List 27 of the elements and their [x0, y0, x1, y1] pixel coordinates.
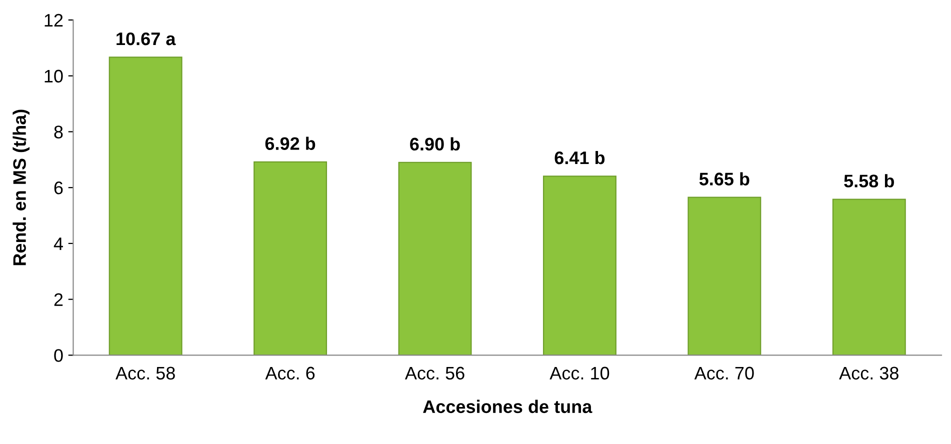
bar — [832, 198, 906, 356]
y-tick-label: 12 — [44, 14, 63, 27]
x-tick-label: Acc. 58 — [116, 366, 175, 380]
data-label: 6.90 b — [410, 137, 460, 151]
data-label: 6.41 b — [554, 150, 605, 164]
x-axis-title: Accesiones de tuna — [423, 400, 592, 414]
data-label: 10.67 a — [116, 32, 176, 46]
y-tick-label: 2 — [54, 293, 63, 306]
y-tick-label: 0 — [54, 349, 63, 362]
bar — [688, 196, 762, 356]
x-tick-label: Acc. 56 — [404, 366, 464, 380]
y-tick-label: 4 — [54, 238, 63, 250]
y-tick-label: 10 — [44, 70, 63, 83]
y-axis-title: Rend. en MS (t/ha) — [12, 110, 30, 266]
y-tick-label: 8 — [54, 126, 63, 138]
bar — [108, 56, 182, 356]
data-label: 6.92 b — [265, 136, 316, 150]
x-tick-label: Acc. 10 — [550, 366, 610, 380]
bar — [542, 176, 616, 356]
bar — [254, 161, 328, 356]
y-tick-label: 6 — [54, 182, 63, 194]
x-tick-label: Acc. 38 — [839, 366, 898, 380]
data-label: 5.58 b — [844, 174, 894, 188]
bar — [398, 162, 472, 356]
data-label: 5.65 b — [699, 172, 750, 186]
x-tick-label: Acc. 70 — [694, 366, 754, 380]
x-tick-label: Acc. 6 — [265, 366, 315, 380]
